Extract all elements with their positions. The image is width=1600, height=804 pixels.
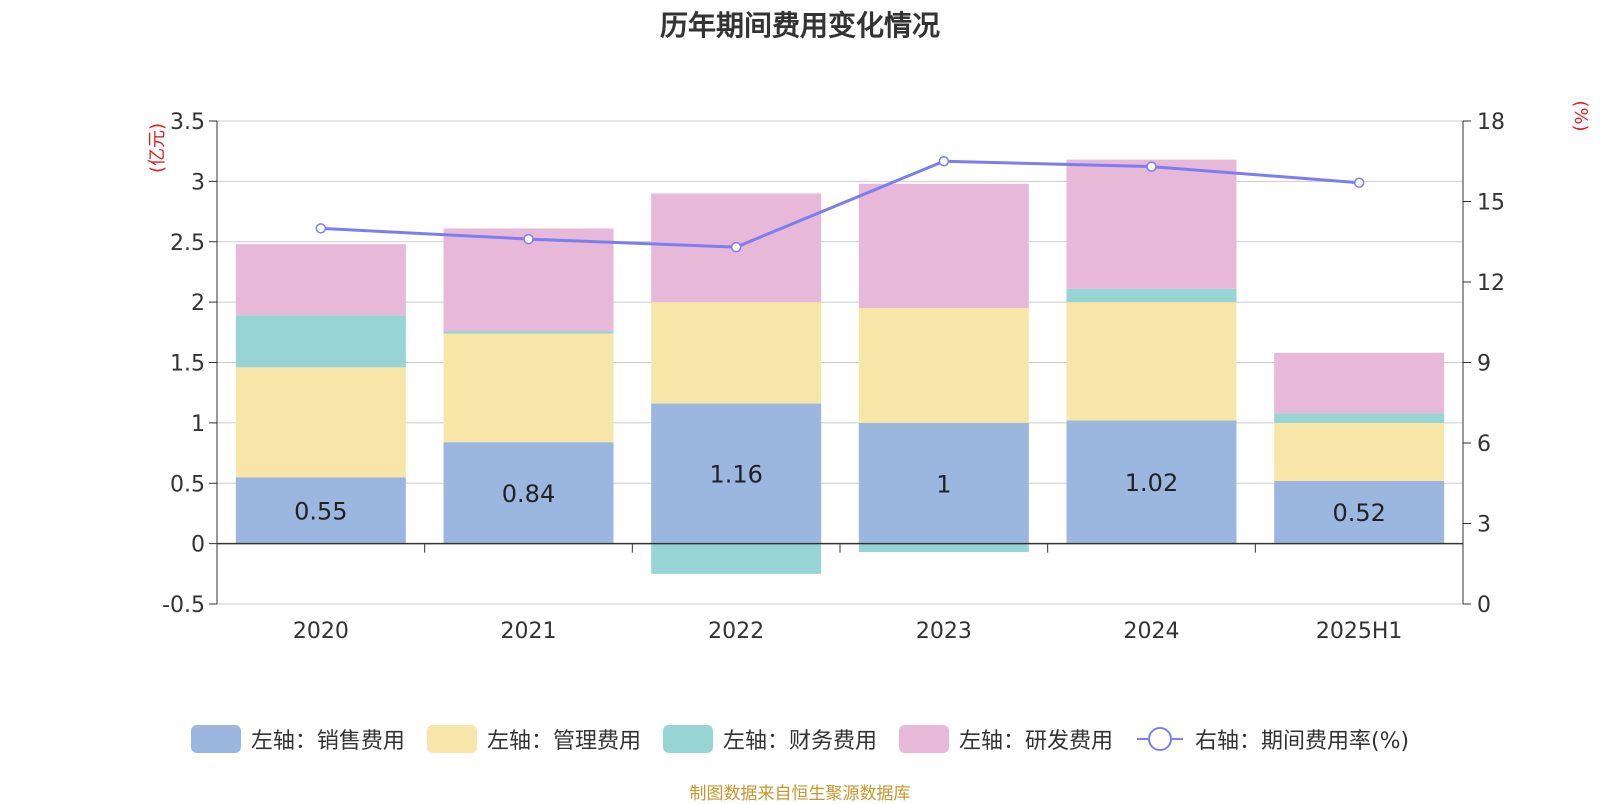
bar-data-label: 1.16 xyxy=(709,461,762,489)
bar-data-label: 0.84 xyxy=(502,480,555,508)
bar-2023-series-2 xyxy=(858,543,1029,553)
bar-2024-series-0 xyxy=(1066,420,1237,544)
rate-line-point xyxy=(315,223,327,234)
bar-2024-series-3 xyxy=(1066,159,1237,289)
right-axis-tick-label: 3 xyxy=(1477,513,1491,538)
legend-item: 左轴：管理费用 xyxy=(426,723,641,755)
right-axis-tick-label: 0 xyxy=(1477,593,1491,618)
bar-2021-series-0 xyxy=(443,442,614,544)
legend-item: 左轴：研发费用 xyxy=(898,723,1113,755)
right-axis-tick-label: 9 xyxy=(1477,352,1491,377)
bar-data-label: 0.52 xyxy=(1332,499,1385,527)
x-axis-tick-label: 2020 xyxy=(293,619,349,644)
legend-label: 左轴：研发费用 xyxy=(958,729,1113,754)
legend-swatch xyxy=(898,725,949,753)
left-axis-tick-label: 1.5 xyxy=(170,352,205,377)
legend-line-icon xyxy=(1136,727,1183,751)
x-axis-tick-label: 2025H1 xyxy=(1316,619,1403,644)
left-axis-tick-label: 3.5 xyxy=(170,110,205,135)
right-axis-tick-label: 6 xyxy=(1477,432,1491,457)
left-axis-tick-label: 2.5 xyxy=(170,231,205,256)
legend-swatch xyxy=(662,725,713,753)
legend-label: 左轴：销售费用 xyxy=(250,729,405,754)
bar-2023-series-1 xyxy=(858,308,1029,423)
left-axis-tick-label: 2 xyxy=(191,291,205,316)
bar-data-label: 0.55 xyxy=(294,497,347,525)
left-axis-tick-label: 0.5 xyxy=(170,472,205,497)
bar-2023-series-0 xyxy=(858,422,1029,544)
left-axis-unit: (亿元) xyxy=(147,123,168,173)
left-axis-tick-label: -0.5 xyxy=(162,593,205,618)
bar-2023-series-3 xyxy=(858,183,1029,309)
bar-data-label: 1 xyxy=(936,470,951,498)
legend-label: 左轴：管理费用 xyxy=(486,729,641,754)
x-axis-tick-label: 2023 xyxy=(916,619,972,644)
legend-label: 左轴：财务费用 xyxy=(722,729,877,754)
bar-2020-series-1 xyxy=(235,367,406,478)
right-axis-tick-label: 12 xyxy=(1477,271,1505,296)
bar-2024-series-1 xyxy=(1066,302,1237,421)
legend-item: 左轴：财务费用 xyxy=(662,723,877,755)
bar-2020-series-3 xyxy=(235,244,406,316)
bar-2021-series-1 xyxy=(443,333,614,443)
rate-line-point xyxy=(730,241,742,253)
bar-2025H1-series-0 xyxy=(1274,480,1445,544)
x-axis-tick-label: 2021 xyxy=(501,619,557,644)
bar-2021-series-3 xyxy=(443,228,614,332)
bar-2025H1-series-3 xyxy=(1274,352,1445,414)
left-axis-tick-label: 1 xyxy=(191,412,205,437)
bar-2022-series-0 xyxy=(651,403,822,544)
left-axis-tick-label: 3 xyxy=(191,170,205,195)
rate-line-point xyxy=(1146,161,1157,172)
bar-2021-series-2 xyxy=(443,331,614,334)
bar-data-label: 1.02 xyxy=(1125,469,1178,497)
right-axis-tick-label: 15 xyxy=(1477,191,1505,216)
bar-2020-series-0 xyxy=(235,477,406,544)
rate-line-point xyxy=(938,156,950,167)
legend-item: 左轴：销售费用 xyxy=(190,723,405,755)
bar-2020-series-2 xyxy=(235,315,406,368)
rate-line xyxy=(320,159,1360,249)
source-footer: 制图数据来自恒生聚源数据库 xyxy=(689,784,911,804)
bar-2024-series-2 xyxy=(1066,288,1237,303)
chart-title: 历年期间费用变化情况 xyxy=(659,9,940,42)
rate-line-point xyxy=(523,233,534,245)
legend-swatch xyxy=(190,725,241,753)
legend-label: 右轴：期间费用率(%) xyxy=(1194,729,1410,754)
right-axis-unit: (%) xyxy=(1570,100,1591,131)
bar-2025H1-series-1 xyxy=(1274,422,1445,481)
bar-2022-series-1 xyxy=(651,302,822,404)
x-axis-tick-label: 2024 xyxy=(1124,619,1180,644)
legend-swatch xyxy=(426,725,477,753)
left-axis-tick-label: 0 xyxy=(191,533,205,558)
bar-2022-series-2 xyxy=(651,543,822,574)
rate-line-point xyxy=(1353,177,1365,188)
chart-legend: 左轴：销售费用 左轴：管理费用 左轴：财务费用 左轴：研发费用 右轴：期间费用率(%) xyxy=(0,722,1600,756)
x-axis-tick-label: 2022 xyxy=(708,619,764,644)
bar-2025H1-series-2 xyxy=(1274,413,1445,423)
right-axis-tick-label: 18 xyxy=(1477,110,1505,135)
legend-item: 右轴：期间费用率(%) xyxy=(1135,723,1409,755)
